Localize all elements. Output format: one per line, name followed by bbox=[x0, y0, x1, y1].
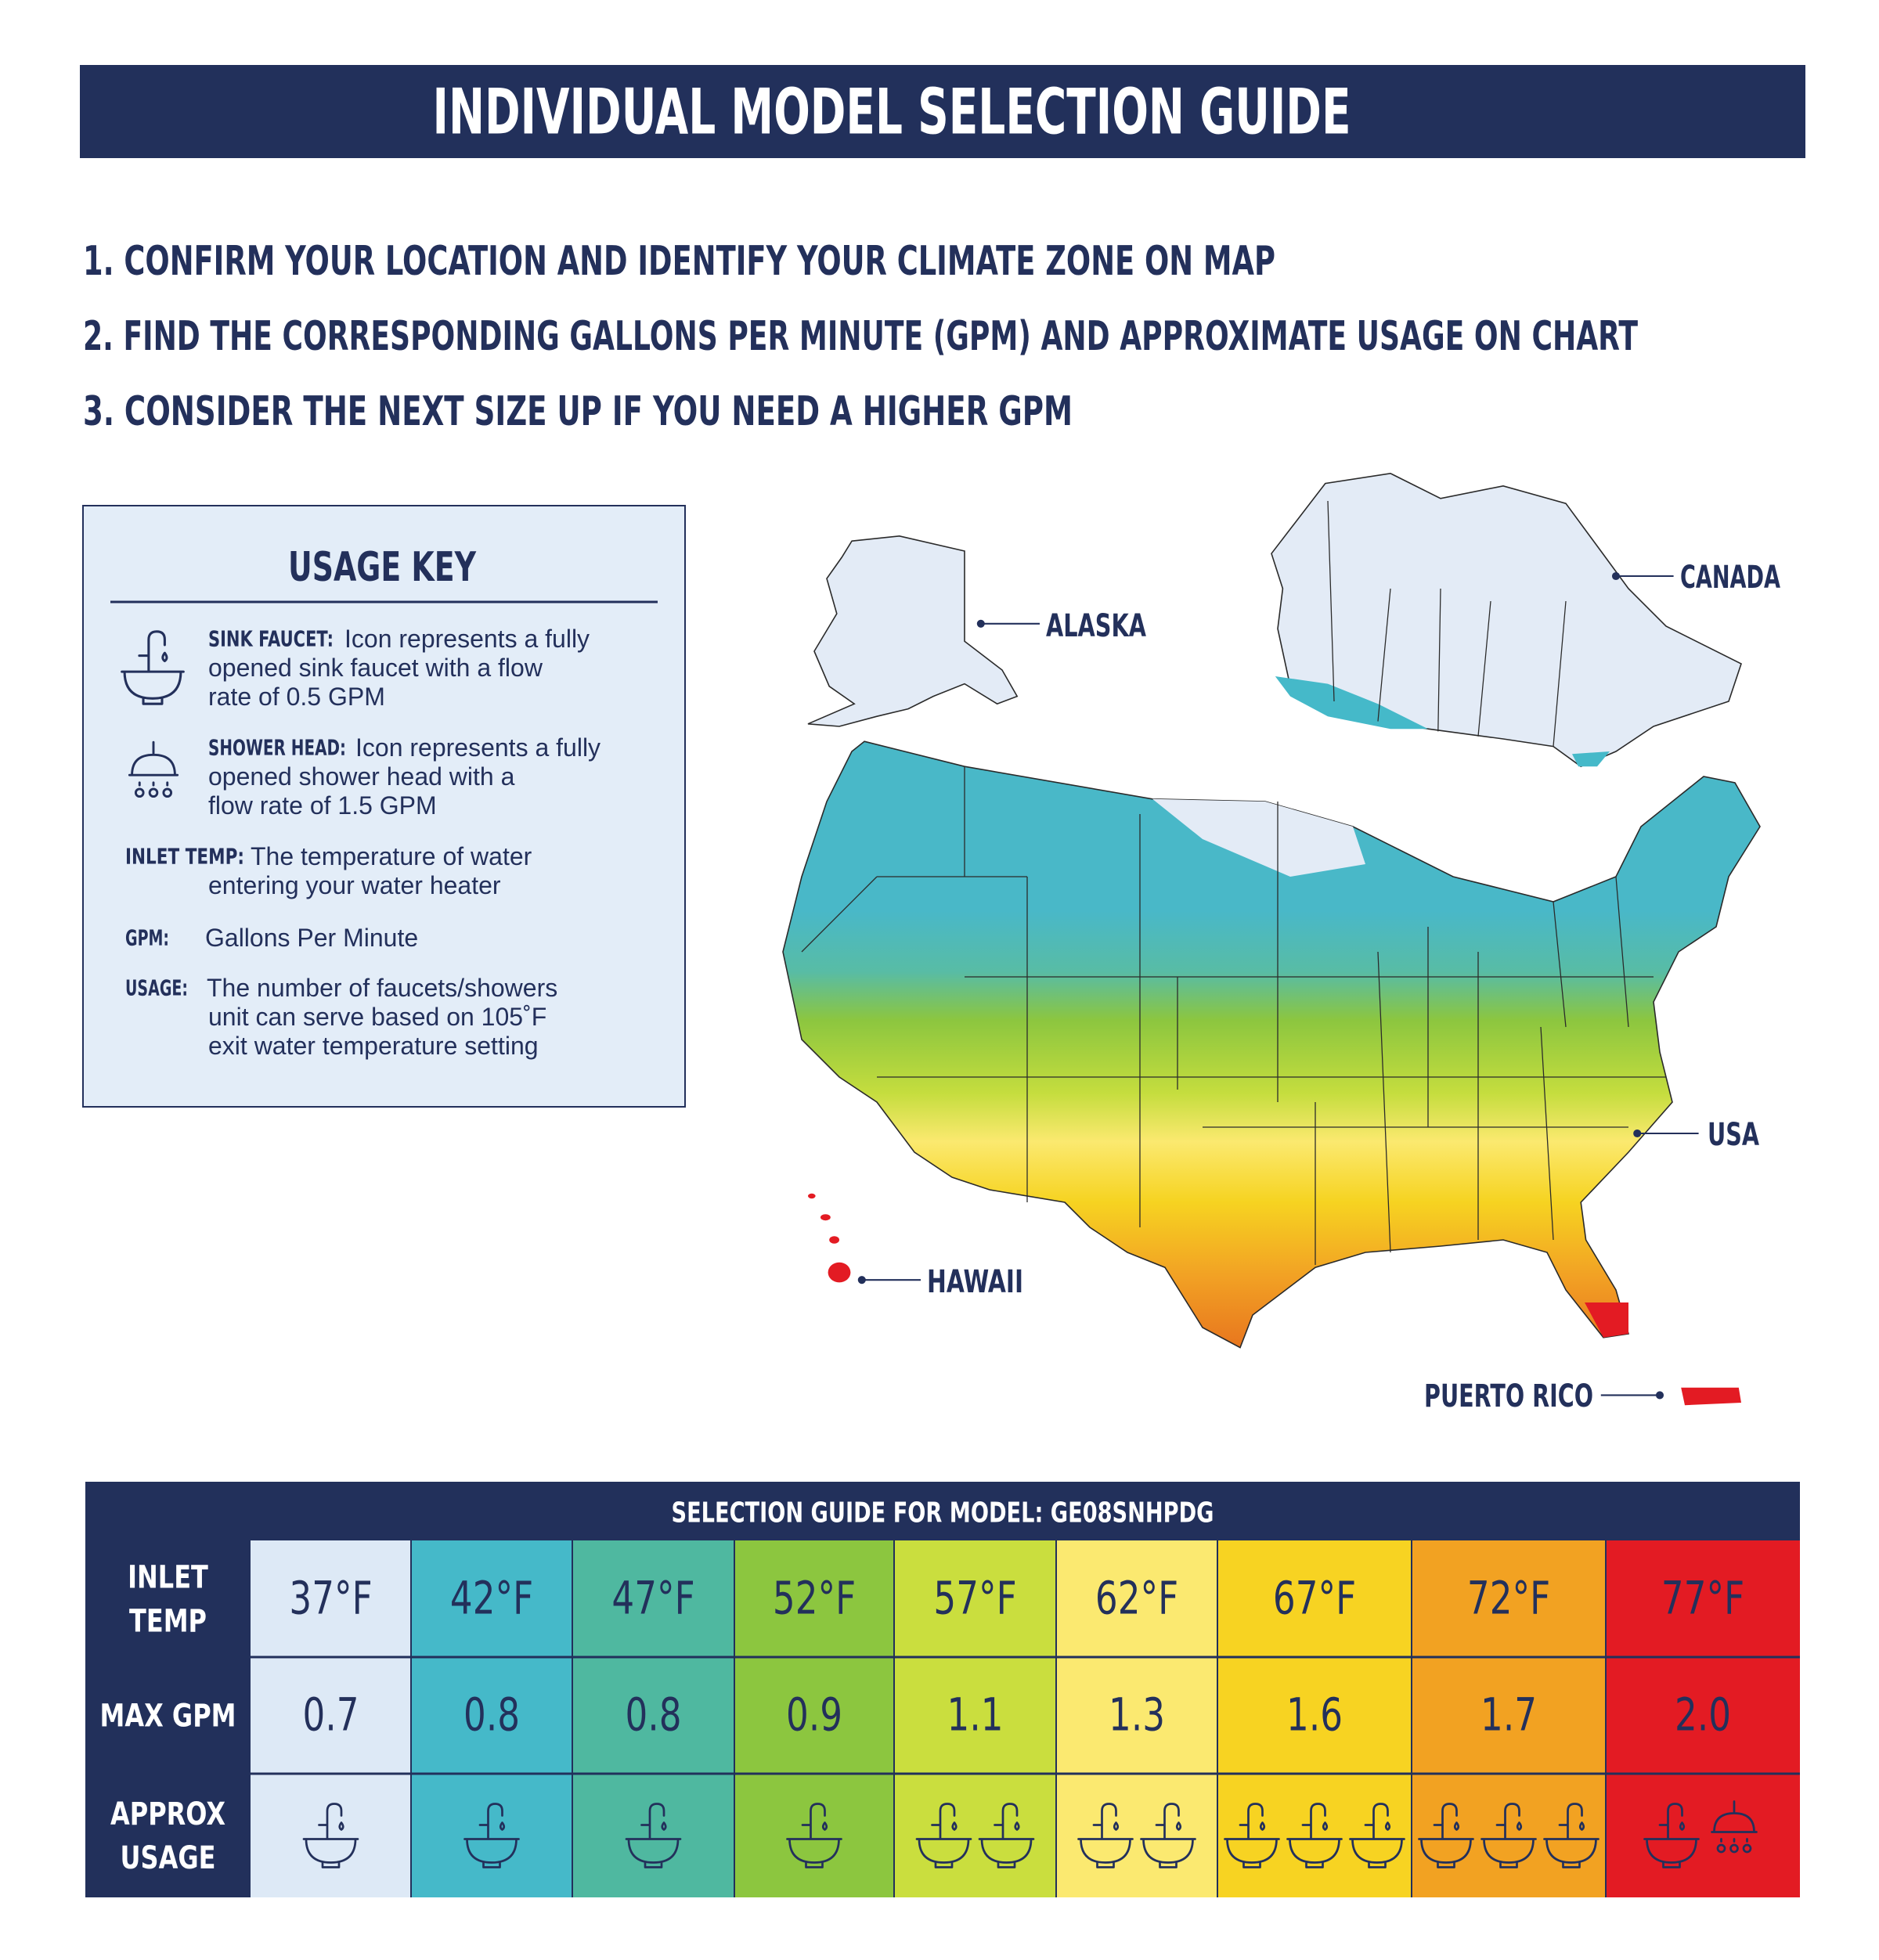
inlet-temp: 72°F bbox=[1467, 1573, 1550, 1625]
table-cell bbox=[572, 1540, 734, 1897]
key-text: Icon represents a fully bbox=[355, 733, 600, 762]
table-title: SELECTION GUIDE FOR MODEL: GE08SNHPDG bbox=[672, 1497, 1214, 1529]
step: 3. CONSIDER THE NEXT SIZE UP IF YOU NEED… bbox=[83, 388, 1073, 435]
leaders bbox=[857, 571, 1699, 1400]
table-cell bbox=[1606, 1540, 1800, 1897]
max-gpm: 0.9 bbox=[786, 1689, 842, 1742]
key-text: flow rate of 1.5 GPM bbox=[208, 791, 437, 820]
alaska bbox=[807, 535, 1019, 727]
map-label: ALASKA bbox=[1046, 608, 1146, 644]
table-cell bbox=[1217, 1540, 1412, 1897]
table-cell bbox=[894, 1540, 1056, 1897]
inlet-temp: 57°F bbox=[933, 1573, 1016, 1625]
usage-key-box bbox=[82, 505, 686, 1108]
row-label: INLET bbox=[128, 1558, 208, 1595]
row-label: TEMP bbox=[129, 1602, 207, 1639]
hawaii bbox=[829, 1236, 839, 1244]
key-text: entering your water heater bbox=[208, 871, 501, 899]
map-label: USA bbox=[1708, 1117, 1759, 1153]
canada bbox=[1271, 472, 1742, 768]
key-text: Gallons Per Minute bbox=[205, 924, 418, 952]
step: 2. FIND THE CORRESPONDING GALLONS PER MI… bbox=[83, 313, 1638, 360]
key-term: INLET TEMP: bbox=[125, 844, 244, 870]
key-term: GPM: bbox=[125, 925, 169, 951]
inlet-temp: 37°F bbox=[289, 1573, 372, 1625]
key-text: Icon represents a fully bbox=[344, 625, 590, 653]
map-label: PUERTO RICO bbox=[1424, 1378, 1593, 1414]
page-title: INDIVIDUAL MODEL SELECTION GUIDE bbox=[433, 76, 1351, 149]
inlet-temp: 52°F bbox=[773, 1573, 856, 1625]
canada-zone bbox=[1572, 751, 1610, 767]
inlet-temp: 42°F bbox=[450, 1573, 533, 1625]
key-term: SHOWER HEAD: bbox=[208, 735, 346, 761]
key-text: exit water temperature setting bbox=[208, 1032, 539, 1060]
table-cell bbox=[1412, 1540, 1606, 1897]
row-label: USAGE bbox=[121, 1839, 216, 1875]
map-label: CANADA bbox=[1680, 560, 1780, 596]
max-gpm: 1.7 bbox=[1480, 1689, 1537, 1742]
key-text: unit can serve based on 105˚F bbox=[208, 1003, 546, 1031]
max-gpm: 2.0 bbox=[1675, 1689, 1731, 1742]
key-text: opened sink faucet with a flow bbox=[208, 654, 543, 682]
canada-zone bbox=[1275, 676, 1428, 730]
hawaii bbox=[828, 1262, 851, 1283]
step: 1. CONFIRM YOUR LOCATION AND IDENTIFY YO… bbox=[83, 238, 1275, 285]
key-text: rate of 0.5 GPM bbox=[208, 683, 385, 711]
max-gpm: 1.1 bbox=[947, 1689, 1004, 1742]
key-term: SINK FAUCET: bbox=[208, 626, 334, 652]
usage-key-title: USAGE KEY bbox=[288, 544, 477, 591]
hawaii bbox=[808, 1193, 816, 1199]
key-text: opened shower head with a bbox=[208, 762, 515, 791]
row-label: MAX GPM bbox=[100, 1697, 236, 1734]
max-gpm: 1.3 bbox=[1109, 1689, 1165, 1742]
table-cell bbox=[734, 1540, 894, 1897]
row-label: APPROX bbox=[110, 1795, 225, 1832]
puerto-rico bbox=[1681, 1387, 1741, 1406]
table-cell bbox=[1056, 1540, 1217, 1897]
max-gpm: 1.6 bbox=[1286, 1689, 1343, 1742]
key-text: The temperature of water bbox=[251, 842, 532, 870]
max-gpm: 0.8 bbox=[463, 1689, 520, 1742]
table-cell bbox=[251, 1540, 411, 1897]
table-cell bbox=[411, 1540, 572, 1897]
inlet-temp: 47°F bbox=[611, 1573, 694, 1625]
header-bar bbox=[80, 65, 1805, 158]
selection-table: SELECTION GUIDE FOR MODEL: GE08SNHPDG IN… bbox=[85, 1482, 1800, 1897]
inlet-temp: 77°F bbox=[1661, 1573, 1744, 1625]
max-gpm: 0.8 bbox=[626, 1689, 682, 1742]
inlet-temp: 62°F bbox=[1095, 1573, 1178, 1625]
inlet-temp: 67°F bbox=[1273, 1573, 1356, 1625]
florida-zone bbox=[1585, 1302, 1628, 1338]
north-zone bbox=[1152, 798, 1365, 877]
hawaii bbox=[820, 1214, 831, 1221]
map bbox=[782, 472, 1761, 1406]
max-gpm: 0.7 bbox=[303, 1689, 359, 1742]
key-text: The number of faucets/showers bbox=[207, 974, 557, 1002]
key-term: USAGE: bbox=[125, 975, 188, 1001]
map-label: HAWAII bbox=[927, 1264, 1023, 1300]
